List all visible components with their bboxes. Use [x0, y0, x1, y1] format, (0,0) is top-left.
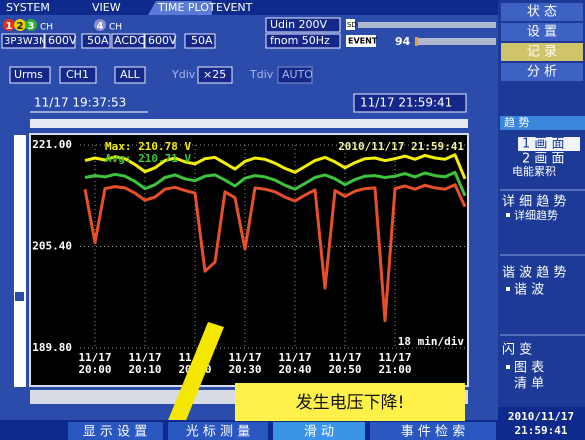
- wiring: 3P3W3M: [4, 36, 48, 47]
- current: 50A: [87, 34, 109, 47]
- range: 600V: [48, 34, 77, 47]
- tool[interactable]: CH1: [66, 68, 89, 81]
- start-time: 11/17 19:37:53: [34, 96, 126, 110]
- x-tick-label: 21:00: [378, 363, 411, 376]
- ch-number: 3: [28, 21, 35, 32]
- fnom: fnom 50Hz: [270, 34, 330, 47]
- slider-thumb[interactable]: [15, 292, 24, 301]
- menu-label[interactable]: 记 录: [527, 45, 557, 60]
- tab[interactable]: VIEW: [92, 1, 121, 14]
- range: 600V: [148, 34, 177, 47]
- menu-label[interactable]: 分 析: [527, 65, 557, 80]
- tool: AUTO: [282, 68, 313, 81]
- menu-label[interactable]: 设 置: [527, 25, 557, 40]
- y-tick-label: 221.00: [32, 138, 72, 151]
- tool[interactable]: ×25: [203, 68, 226, 81]
- section-title: 趋 势: [504, 116, 530, 129]
- scroll-bar: [30, 119, 468, 128]
- sd-bar: [358, 22, 496, 28]
- sd: SD: [347, 21, 357, 29]
- menu-label[interactable]: 详细趋势: [514, 208, 558, 222]
- bullet: [506, 287, 510, 291]
- button-label[interactable]: 滑 动: [304, 425, 334, 440]
- coupling: ACDC: [114, 34, 145, 47]
- button-label[interactable]: 光 标 测 量: [186, 425, 250, 440]
- menu-label[interactable]: 电能累积: [512, 164, 556, 178]
- menu-label[interactable]: 状 态: [527, 5, 557, 20]
- clock-time: 21:59:41: [515, 424, 568, 437]
- tab[interactable]: EVENT: [216, 1, 253, 14]
- bullet: [506, 365, 510, 369]
- udin: Udin 200V: [270, 18, 328, 31]
- tool-label: Ydiv: [171, 68, 196, 81]
- x-tick-label: 20:10: [128, 363, 161, 376]
- button-label[interactable]: 事 件 检 索: [401, 425, 465, 440]
- y-tick-label: 205.40: [32, 240, 72, 253]
- timestamp: 2010/11/17 21:59:41: [338, 140, 464, 153]
- section-title[interactable]: 谐 波 趋 势: [502, 265, 566, 281]
- ch-number: 4: [97, 21, 104, 32]
- tool[interactable]: ALL: [120, 68, 141, 81]
- section-title[interactable]: 闪 变: [502, 342, 532, 358]
- x-tick-label: 20:50: [328, 363, 361, 376]
- annotation: 发生电压下降!: [296, 393, 405, 413]
- menu-label[interactable]: 清 单: [514, 377, 544, 392]
- button-label[interactable]: 显 示 设 置: [83, 425, 147, 440]
- event-count: 94: [395, 35, 411, 48]
- end-time: 11/17 21:59:41: [360, 96, 452, 110]
- ch-number: 1: [6, 21, 13, 32]
- tab[interactable]: SYSTEM: [6, 1, 50, 14]
- clock-date: 2010/11/17: [508, 410, 574, 423]
- ch-number: 2: [17, 21, 24, 32]
- event-bar-fill: [415, 37, 418, 46]
- menu-label[interactable]: 图 表: [514, 361, 544, 376]
- current: 50A: [191, 34, 213, 47]
- ch-unit: CH: [109, 23, 122, 33]
- y-tick-label: 189.80: [32, 341, 72, 354]
- x-tick-label: 20:40: [278, 363, 311, 376]
- ch-unit: CH: [40, 23, 53, 33]
- screen: SYSTEM VIEW TIME PLOT EVENT 1 2 3 CH 4 C…: [0, 0, 585, 440]
- tool[interactable]: Urms: [14, 68, 43, 81]
- x-tick-label: 20:00: [78, 363, 111, 376]
- event-bar: [418, 38, 496, 45]
- menu-label[interactable]: 1 画 面: [522, 137, 565, 152]
- tab[interactable]: TIME PLOT: [157, 1, 216, 14]
- time-div: 18 min/div: [398, 335, 465, 348]
- bullet: [506, 213, 510, 217]
- tool-label: Tdiv: [249, 68, 274, 81]
- slider: [14, 135, 26, 387]
- menu-label[interactable]: 谐 波: [514, 283, 544, 298]
- event: EVENT: [348, 37, 378, 46]
- avg-label: Avg: 210.71 V: [105, 152, 191, 165]
- section-title[interactable]: 详 细 趋 势: [502, 194, 566, 210]
- x-tick-label: 20:30: [228, 363, 261, 376]
